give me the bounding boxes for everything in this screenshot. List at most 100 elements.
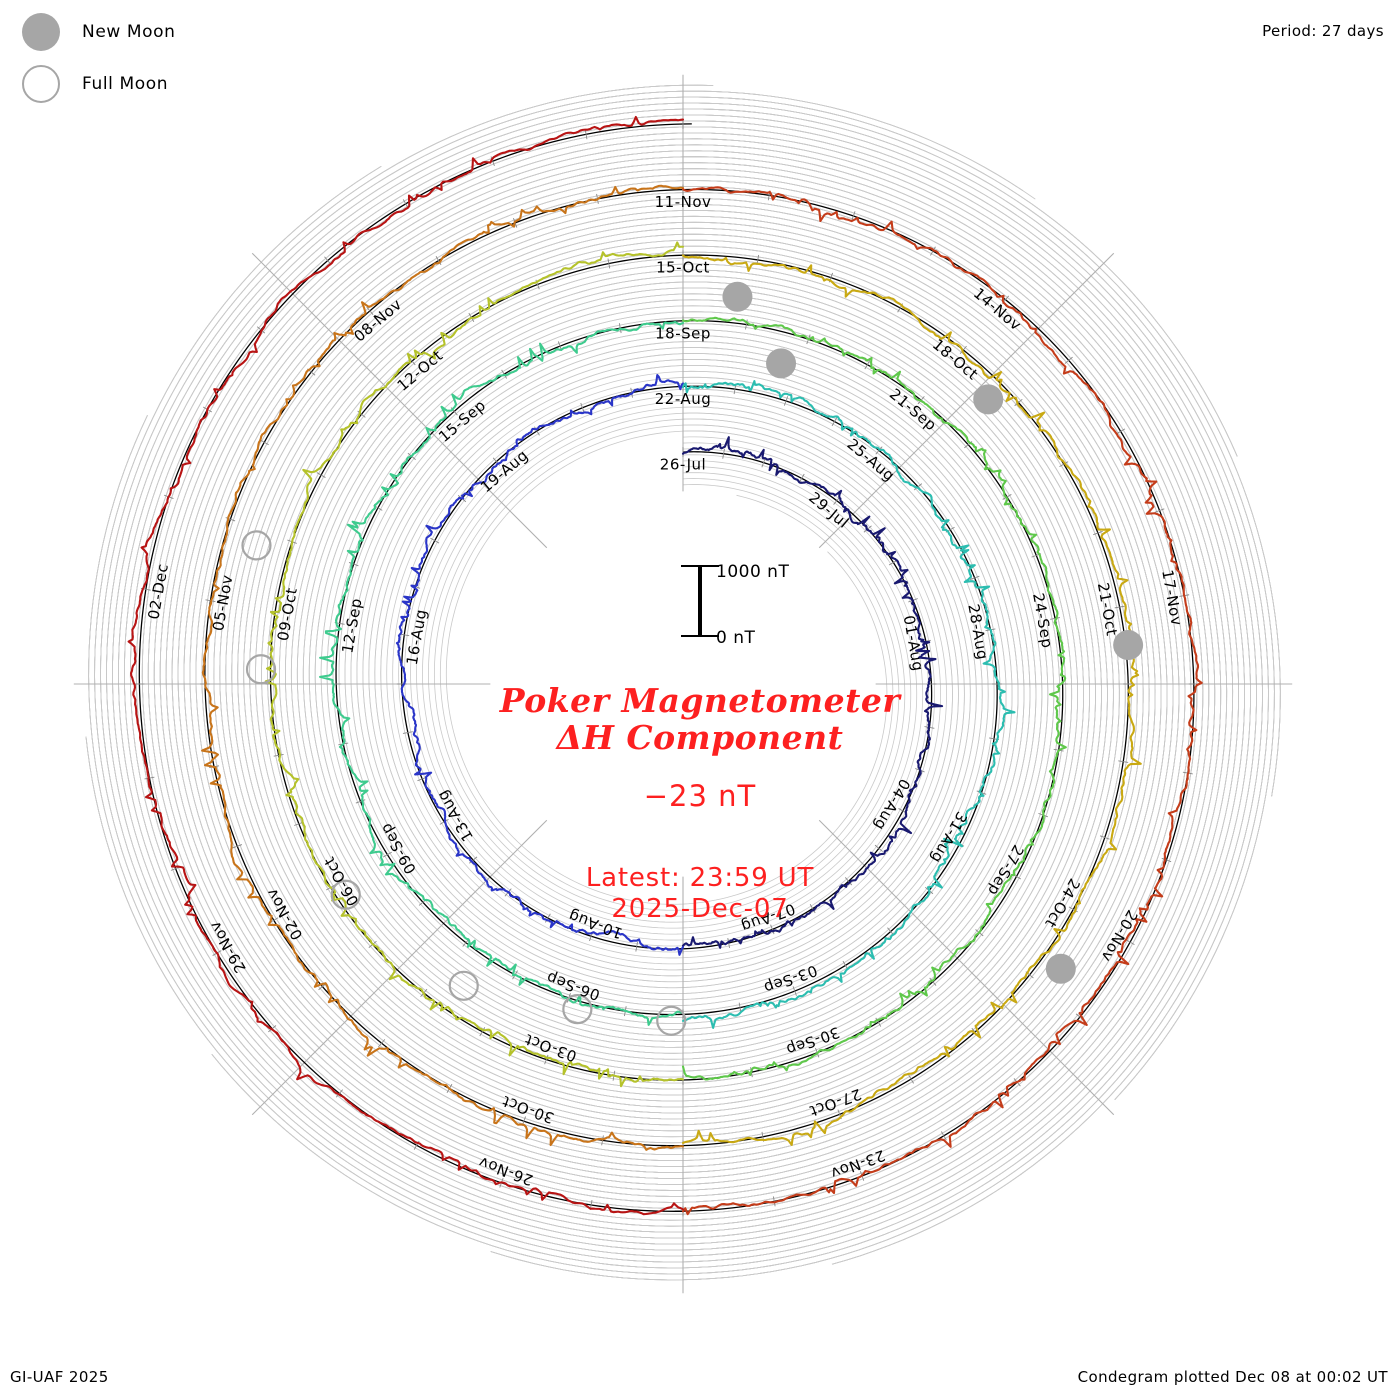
grid-spiral [682, 96, 1238, 457]
baseline-tick [874, 844, 883, 852]
grid-spoke [818, 819, 1115, 1116]
grid-spiral [211, 126, 1257, 1275]
baseline-tick [733, 384, 737, 395]
grid-spiral [100, 84, 1234, 1251]
legend-item-new-moon: New Moon [22, 6, 176, 58]
baseline-tick [635, 941, 639, 952]
baseline-tick [1118, 760, 1129, 763]
baseline-spiral [676, 319, 1064, 1081]
baseline-tick [316, 472, 326, 478]
baseline-tick [1154, 508, 1165, 513]
new-moon-marker [1113, 630, 1144, 661]
baseline-tick [402, 199, 409, 209]
spiral-baselines [134, 119, 1199, 1217]
baseline-tick [534, 426, 540, 436]
trace-10 [127, 115, 685, 1216]
baseline-spiral [675, 254, 1129, 1147]
baseline-spiral [677, 385, 998, 1016]
baseline-tick [969, 575, 980, 580]
date-label: 31-Aug [927, 808, 971, 866]
baseline-tick [232, 844, 243, 849]
baseline-tick [1099, 835, 1110, 840]
baseline-tick [959, 345, 967, 355]
baseline-tick [809, 904, 816, 914]
trace-4 [319, 320, 685, 1026]
full-moon-marker [448, 970, 479, 1001]
scale-top-label: 1000 nT [716, 562, 790, 582]
baseline-tick [355, 799, 366, 804]
baseline-tick [490, 156, 495, 167]
full-moon-marker [241, 530, 272, 561]
date-label: 15-Oct [656, 259, 710, 277]
baseline-spiral [678, 451, 933, 950]
baseline-tick [382, 851, 392, 858]
trace-2 [395, 373, 685, 956]
legend-label-new-moon: New Moon [82, 22, 176, 42]
baseline-tick [844, 877, 853, 886]
baseline-tick [792, 986, 797, 996]
trace-6 [264, 241, 685, 1088]
baseline-tick [864, 360, 871, 370]
baseline-tick [580, 402, 585, 413]
baseline-tick [1093, 530, 1103, 536]
baseline-tick [348, 562, 359, 567]
baseline-tick [479, 1027, 486, 1037]
baseline-tick [607, 258, 611, 269]
baseline-tick [738, 1002, 742, 1013]
baseline-tick [335, 1089, 343, 1098]
baseline-tick [783, 396, 789, 406]
magnetometer-traces [127, 115, 1203, 1216]
grid-spoke [251, 819, 548, 1116]
baseline-tick [402, 731, 413, 734]
legend-item-full-moon: Full Moon [22, 58, 176, 110]
copyright-label: GI-UAF 2025 [10, 1368, 109, 1386]
baseline-tick [1116, 428, 1126, 435]
baseline-tick [544, 1054, 549, 1065]
grid-spiral [490, 120, 1263, 1281]
grid-spoke [818, 252, 1115, 549]
moon-phase-legend: New Moon Full Moon [22, 6, 176, 110]
scale-bottom-label: 0 nT [716, 628, 756, 648]
plot-timestamp: Condegram plotted Dec 08 at 00:02 UT [1077, 1368, 1388, 1386]
new-moon-marker [722, 281, 753, 312]
date-label: 22-Aug [655, 390, 711, 408]
trace-3 [681, 380, 1016, 1029]
baseline-tick [469, 856, 478, 864]
date-label: 18-Oct [929, 335, 982, 383]
baseline-tick [940, 1131, 947, 1141]
baseline-tick [1050, 617, 1061, 620]
legend-label-full-moon: Full Moon [82, 74, 169, 94]
trace-7 [681, 254, 1142, 1146]
grid-spiral [112, 96, 1238, 1239]
date-label: 26-Jul [660, 456, 706, 474]
full-moon-marker [330, 879, 361, 910]
baseline-tick [851, 211, 856, 221]
baseline-tick [259, 439, 269, 446]
new-moon-icon [22, 13, 60, 51]
date-label: 27-Oct [807, 1085, 864, 1120]
baseline-tick [875, 1017, 882, 1027]
date-label: 18-Sep [655, 324, 711, 342]
date-label: 03-Oct [522, 1030, 579, 1065]
date-label: 30-Sep [784, 1023, 843, 1059]
baseline-tick [1125, 939, 1135, 946]
trace-1 [681, 436, 944, 949]
full-moon-marker [656, 1005, 687, 1036]
baseline-tick [324, 256, 332, 265]
grid-spiral [682, 114, 1269, 1265]
grid-spiral [106, 90, 1228, 1245]
baseline-tick [435, 256, 442, 266]
baseline-tick [831, 416, 838, 427]
baseline-tick [761, 457, 766, 468]
date-label: 11-Nov [655, 193, 712, 211]
period-label: Period: 27 days [1262, 22, 1384, 40]
new-moon-marker [973, 384, 1004, 415]
baseline-tick [273, 753, 284, 757]
full-moon-marker [562, 994, 593, 1025]
date-label: 01-Aug [900, 614, 928, 673]
baseline-tick [366, 306, 374, 315]
baseline-tick [770, 924, 775, 935]
baseline-tick [908, 1074, 914, 1084]
